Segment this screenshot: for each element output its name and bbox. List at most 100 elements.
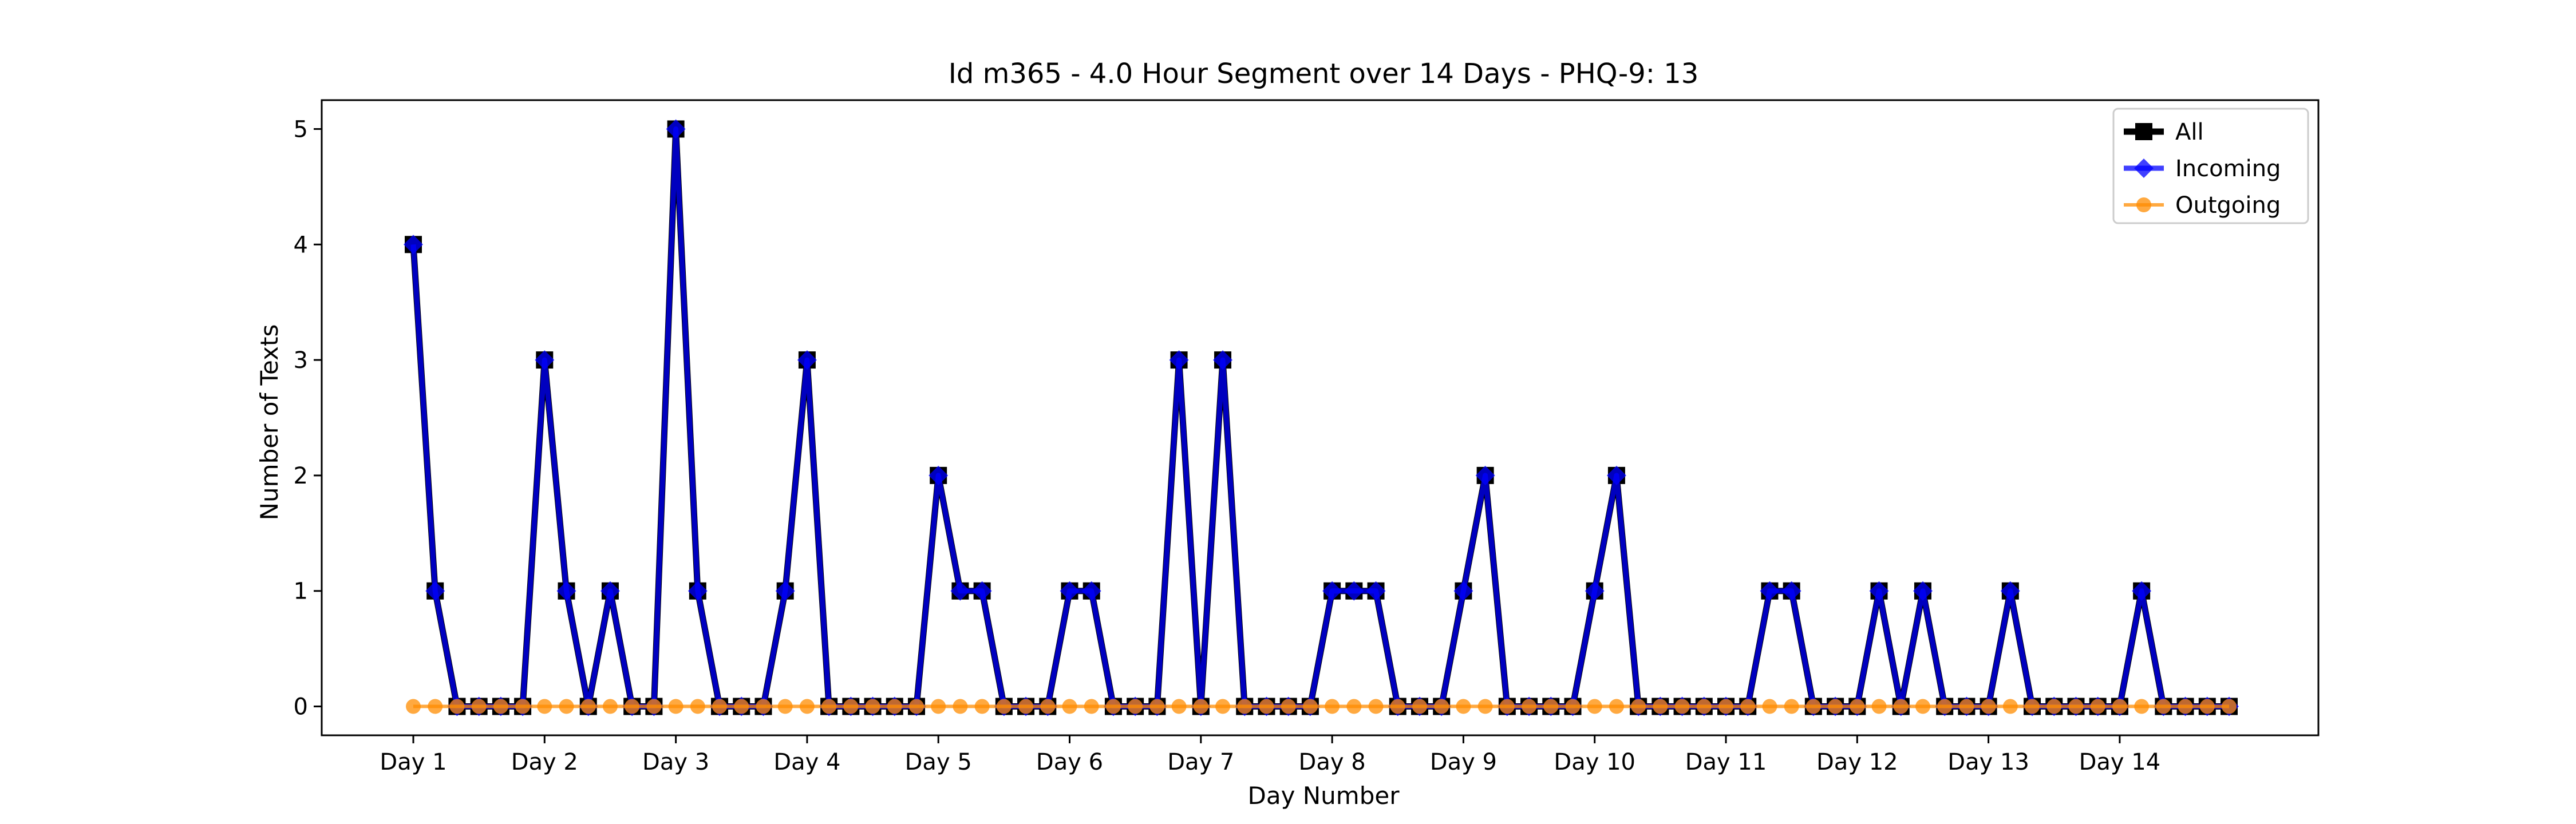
data-point-outgoing xyxy=(1674,699,1690,714)
data-point-outgoing xyxy=(1805,699,1821,714)
data-point-outgoing xyxy=(1193,699,1208,714)
data-point-outgoing xyxy=(1237,699,1253,714)
data-point-outgoing xyxy=(843,699,859,714)
data-point-outgoing xyxy=(1784,699,1799,714)
data-point-outgoing xyxy=(2156,699,2171,714)
data-point-incoming xyxy=(1081,581,1101,601)
data-point-outgoing xyxy=(1959,699,1974,714)
data-point-outgoing xyxy=(1762,699,1777,714)
data-point-outgoing xyxy=(1543,699,1559,714)
x-tick-label: Day 6 xyxy=(1036,749,1103,775)
data-point-incoming xyxy=(1913,581,1933,601)
data-point-outgoing xyxy=(2134,699,2150,714)
data-point-outgoing xyxy=(2222,699,2237,714)
data-point-outgoing xyxy=(1325,699,1340,714)
data-point-outgoing xyxy=(493,699,508,714)
data-point-outgoing xyxy=(2002,699,2018,714)
legend: All Incoming Outgoing xyxy=(2112,108,2309,224)
data-point-outgoing xyxy=(1565,699,1581,714)
y-tick-label: 2 xyxy=(294,463,308,489)
data-point-outgoing xyxy=(1981,699,1996,714)
data-point-outgoing xyxy=(2068,699,2084,714)
data-point-outgoing xyxy=(756,699,771,714)
x-tick-label: Day 10 xyxy=(1554,749,1635,775)
data-point-incoming xyxy=(1322,581,1342,601)
data-point-incoming xyxy=(950,581,970,601)
data-point-outgoing xyxy=(1740,699,1756,714)
data-point-outgoing xyxy=(712,699,728,714)
data-point-outgoing xyxy=(1871,699,1887,714)
y-tick-label: 1 xyxy=(294,579,308,605)
data-point-outgoing xyxy=(2025,699,2040,714)
x-tick-label: Day 11 xyxy=(1685,749,1767,775)
series-outgoing xyxy=(406,699,2237,714)
y-tick-label: 3 xyxy=(294,347,308,374)
data-point-outgoing xyxy=(2199,699,2215,714)
data-point-outgoing xyxy=(1893,699,1909,714)
data-point-outgoing xyxy=(1937,699,1953,714)
data-point-outgoing xyxy=(471,699,487,714)
data-point-outgoing xyxy=(953,699,968,714)
data-point-outgoing xyxy=(887,699,902,714)
data-point-outgoing xyxy=(668,699,683,714)
data-point-outgoing xyxy=(1587,699,1602,714)
x-tick-label: Day 1 xyxy=(380,749,447,775)
data-point-incoming xyxy=(425,581,445,601)
y-tick-label: 0 xyxy=(294,694,308,720)
data-point-outgoing xyxy=(1631,699,1646,714)
x-tick-label: Day 3 xyxy=(642,749,709,775)
data-point-incoming xyxy=(535,350,555,370)
data-point-outgoing xyxy=(865,699,880,714)
data-point-outgoing xyxy=(537,699,552,714)
data-point-incoming xyxy=(404,235,423,255)
data-point-outgoing xyxy=(559,699,574,714)
data-point-outgoing xyxy=(974,699,990,714)
x-axis-label: Day Number xyxy=(1247,782,1400,810)
data-point-outgoing xyxy=(1915,699,1930,714)
data-point-incoming xyxy=(797,350,817,370)
data-point-incoming xyxy=(666,119,686,139)
legend-marker-all xyxy=(2135,123,2152,140)
data-point-outgoing xyxy=(1040,699,1056,714)
data-point-outgoing xyxy=(515,699,531,714)
chart-title: Id m365 - 4.0 Hour Segment over 14 Days … xyxy=(949,58,1699,90)
data-point-outgoing xyxy=(908,699,924,714)
series-line-incoming xyxy=(410,126,2229,709)
legend-label-all: All xyxy=(2175,119,2204,145)
data-point-incoming xyxy=(775,581,795,601)
data-point-outgoing xyxy=(1456,699,1471,714)
data-point-outgoing xyxy=(1302,699,1318,714)
data-point-incoming xyxy=(688,581,708,601)
data-point-outgoing xyxy=(1149,699,1165,714)
plot-area xyxy=(404,119,2239,716)
data-point-outgoing xyxy=(2112,699,2127,714)
data-point-outgoing xyxy=(1850,699,1865,714)
data-point-outgoing xyxy=(449,699,465,714)
data-point-outgoing xyxy=(1259,699,1274,714)
data-point-outgoing xyxy=(1171,699,1187,714)
data-point-outgoing xyxy=(1062,699,1077,714)
data-point-outgoing xyxy=(428,699,443,714)
data-point-incoming xyxy=(1213,350,1233,370)
data-point-outgoing xyxy=(1105,699,1121,714)
legend-marker-outgoing xyxy=(2136,197,2151,212)
legend-box xyxy=(2112,108,2309,224)
legend-marker-incoming xyxy=(2134,159,2154,178)
data-point-outgoing xyxy=(1609,699,1624,714)
data-point-incoming xyxy=(1366,581,1386,601)
data-point-outgoing xyxy=(734,699,749,714)
data-point-outgoing xyxy=(821,699,837,714)
x-tick-label: Day 2 xyxy=(511,749,578,775)
data-point-outgoing xyxy=(690,699,705,714)
data-point-incoming xyxy=(2000,581,2020,601)
data-point-outgoing xyxy=(1128,699,1143,714)
data-point-incoming xyxy=(1060,581,1080,601)
data-point-outgoing xyxy=(2090,699,2105,714)
x-tick-label: Day 9 xyxy=(1430,749,1497,775)
data-point-incoming xyxy=(556,581,576,601)
data-point-outgoing xyxy=(1718,699,1734,714)
data-point-incoming xyxy=(600,581,620,601)
data-point-outgoing xyxy=(1653,699,1668,714)
data-point-incoming xyxy=(929,465,949,485)
data-point-outgoing xyxy=(2046,699,2062,714)
